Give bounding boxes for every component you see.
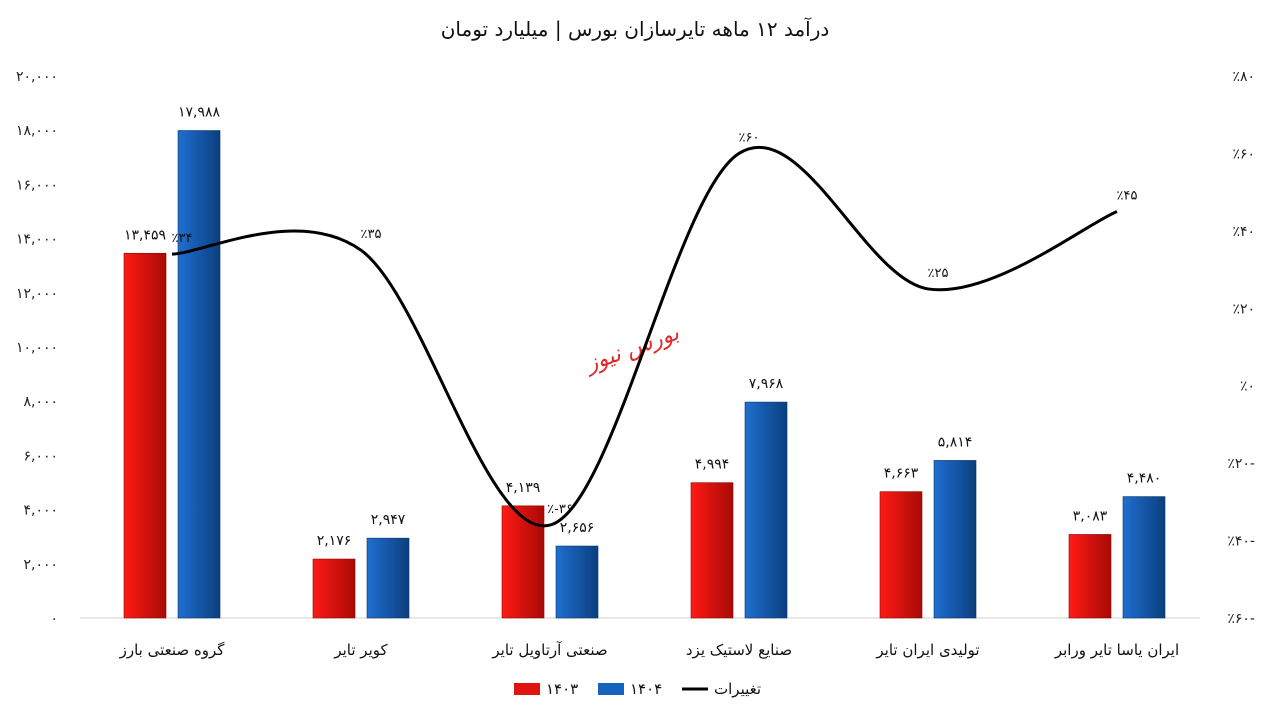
watermark: بورس نیوز <box>580 321 682 379</box>
bar-value-label: ۲,۹۴۷ <box>371 512 406 528</box>
category-label: تولیدی ایران تایر <box>875 641 979 659</box>
legend-label-1404: ۱۴۰۴ <box>630 680 662 698</box>
bar-labels-group: ۱۳,۴۵۹ ۲,۱۷۶ ۴,۱۳۹ ۴,۹۹۴ ۴,۶۶۳ ۳,۰۸۳ ۱۷,۹۸۸ ۲,۹… <box>124 105 1161 550</box>
right-axis: ٪۶۰- ٪۴۰- ٪۲۰- ٪۰ ٪۲۰ ٪۴۰ ٪۶۰ ٪۸۰ <box>1227 69 1255 627</box>
bar-1403 <box>123 252 167 619</box>
left-tick-label: ۲,۰۰۰ <box>23 557 58 573</box>
left-tick-label: ۱۴,۰۰۰ <box>16 232 58 248</box>
bar-value-label: ۴,۶۶۳ <box>884 466 919 482</box>
left-axis: ۰ ۲,۰۰۰ ۴,۰۰۰ ۶,۰۰۰ ۸,۰۰۰ ۱۰,۰۰۰ ۱۲,۰۰۰ ۱۴,۰۰۰ ۱… <box>16 69 58 627</box>
right-tick-label: ٪۶۰- <box>1227 611 1255 627</box>
bar-value-label: ۳,۰۸۳ <box>1073 508 1108 524</box>
change-value-label: ٪۲۵ <box>928 266 949 281</box>
left-tick-label: ۱۲,۰۰۰ <box>16 286 58 302</box>
right-tick-label: ٪۴۰- <box>1227 534 1255 550</box>
change-line-group: ٪۳۴ ٪۳۵ ٪-۳۶ ٪۶۰ ٪۲۵ ٪۴۵ <box>171 130 1138 528</box>
category-label: کویر تایر <box>333 641 388 659</box>
bar-1404 <box>177 130 221 619</box>
legend-swatch-1404 <box>598 683 624 695</box>
bar-value-label: ۴,۹۹۴ <box>695 457 730 473</box>
left-tick-label: ۱۸,۰۰۰ <box>16 123 58 139</box>
chart-title: درآمد ۱۲ ماهه تایرسازان بورس | میلیارد ت… <box>441 16 830 41</box>
category-label: ایران یاسا تایر ورابر <box>1054 641 1179 659</box>
left-tick-label: ۶,۰۰۰ <box>23 448 58 464</box>
bar-1404 <box>366 537 410 619</box>
right-tick-label: ٪۲۰ <box>1232 301 1255 317</box>
category-label: گروه صنعتی بارز <box>119 641 226 659</box>
bar-1403 <box>501 505 545 619</box>
bar-1403 <box>312 558 356 619</box>
bar-value-label: ۴,۱۳۹ <box>506 480 541 496</box>
left-tick-label: ۲۰,۰۰۰ <box>16 69 58 85</box>
bar-value-label: ۴,۴۸۰ <box>1127 471 1162 487</box>
right-tick-label: ٪۸۰ <box>1232 69 1255 85</box>
legend-label-1403: ۱۴۰۳ <box>546 680 578 698</box>
bar-series-group <box>123 130 1166 619</box>
change-value-label: ٪-۳۶ <box>547 502 573 517</box>
bar-1403 <box>879 491 923 619</box>
legend: ۱۴۰۳ ۱۴۰۴ تغییرات <box>514 680 761 698</box>
legend-swatch-1403 <box>514 683 540 695</box>
bar-1404 <box>555 545 599 619</box>
bar-1404 <box>933 460 977 619</box>
left-tick-label: ۴,۰۰۰ <box>23 503 58 519</box>
bar-1403 <box>690 482 734 619</box>
bar-value-label: ۲,۱۷۶ <box>317 533 352 549</box>
bar-1404 <box>744 401 788 619</box>
right-tick-label: ٪۶۰ <box>1232 146 1255 162</box>
change-value-label: ٪۶۰ <box>739 130 760 145</box>
change-value-label: ٪۴۵ <box>1117 189 1138 204</box>
change-value-label: ٪۳۵ <box>361 227 382 242</box>
change-line <box>171 145 1118 528</box>
category-label: صنایع لاستیک یزد <box>686 641 792 659</box>
category-labels-group: گروه صنعتی بارز کویر تایر صنعتی آرتاویل تا… <box>119 641 1180 659</box>
left-tick-label: ۱۰,۰۰۰ <box>16 340 58 356</box>
change-value-label: ٪۳۴ <box>172 231 193 246</box>
legend-label-change: تغییرات <box>714 680 761 698</box>
bar-1404 <box>1122 496 1166 619</box>
right-tick-label: ٪۴۰ <box>1232 224 1255 240</box>
bar-value-label: ۲,۶۵۶ <box>560 520 595 536</box>
bar-value-label: ۱۷,۹۸۸ <box>178 105 221 121</box>
right-tick-label: ٪۲۰- <box>1227 456 1255 472</box>
left-tick-label: ۱۶,۰۰۰ <box>16 177 58 193</box>
category-label: صنعتی آرتاویل تایر <box>491 641 607 659</box>
left-tick-label: ۸,۰۰۰ <box>23 394 58 410</box>
bar-1403 <box>1068 534 1112 619</box>
bar-value-label: ۷,۹۶۸ <box>749 376 784 392</box>
right-tick-label: ٪۰ <box>1240 379 1255 395</box>
bar-value-label: ۱۳,۴۵۹ <box>124 227 166 243</box>
bar-value-label: ۵,۸۱۴ <box>938 434 973 450</box>
left-tick-label: ۰ <box>50 611 58 627</box>
